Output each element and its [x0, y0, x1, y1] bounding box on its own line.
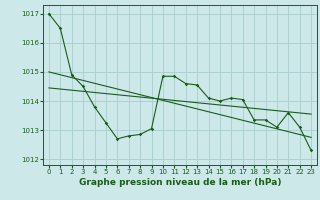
X-axis label: Graphe pression niveau de la mer (hPa): Graphe pression niveau de la mer (hPa)	[79, 178, 281, 187]
